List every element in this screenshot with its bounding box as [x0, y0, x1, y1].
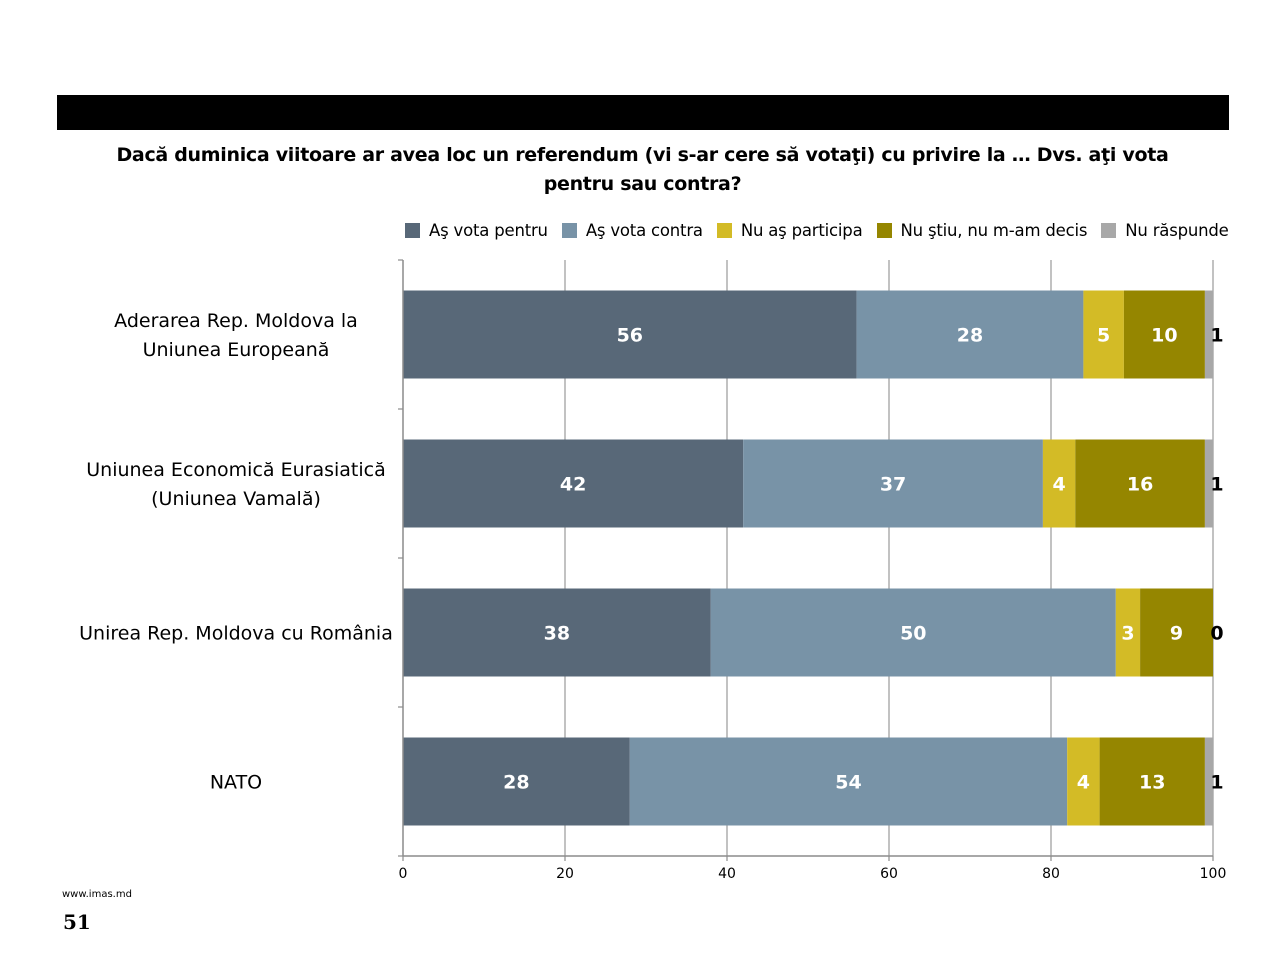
legend-swatch [561, 222, 577, 238]
bar-segment [856, 290, 1084, 379]
bar-segment [1204, 290, 1213, 379]
category-label: Unirea Rep. Moldova cu România [79, 623, 393, 645]
data-label: 13 [1139, 772, 1165, 794]
bar-segment [403, 737, 630, 826]
data-label: 9 [1170, 623, 1183, 645]
data-label: 42 [560, 474, 586, 496]
category-label: Uniunea Europeană [143, 339, 330, 361]
data-label: 1 [1210, 325, 1223, 347]
bar-segment [403, 588, 711, 677]
x-tick-label: 40 [718, 866, 736, 882]
bar-segment [1099, 737, 1205, 826]
legend-swatch [716, 222, 732, 238]
bar-segment [1115, 588, 1141, 677]
bar-segment [1204, 439, 1213, 528]
bar-segment [710, 588, 1116, 677]
bar-segment [1123, 290, 1205, 379]
data-label: 1 [1210, 772, 1223, 794]
bar-segment [1204, 737, 1213, 826]
data-label: 4 [1077, 772, 1090, 794]
header-bar [57, 95, 1229, 130]
data-label: 28 [503, 772, 529, 794]
x-tick-label: 100 [1200, 866, 1227, 882]
data-label: 10 [1151, 325, 1177, 347]
legend-item-as-vota-contra: Aş vota contra [561, 220, 703, 240]
page-number: 51 [63, 910, 91, 934]
x-tick-label: 0 [399, 866, 408, 882]
legend-item-as-vota-pentru: Aş vota pentru [405, 221, 548, 240]
bar-segment [1140, 588, 1213, 677]
chart-legend: Aş vota pentru Aş vota contra Nu aş part… [405, 218, 1229, 242]
data-label: 5 [1097, 325, 1110, 347]
legend-item-nu-raspunde: Nu răspunde [1101, 220, 1229, 240]
x-tick-label: 80 [1042, 866, 1060, 882]
bar-segment [403, 290, 857, 379]
bar-segment [1042, 439, 1076, 528]
legend-swatch [876, 222, 892, 238]
legend-label: Aş vota contra [585, 220, 703, 240]
data-label: 4 [1052, 474, 1065, 496]
data-label: 54 [835, 772, 861, 794]
legend-label: Aş vota pentru [429, 220, 548, 240]
bar-segment [629, 737, 1068, 826]
legend-item-nu-as-participa: Nu aş participa [716, 220, 863, 240]
category-label: NATO [210, 772, 262, 794]
category-label: (Uniunea Vamală) [151, 488, 321, 510]
legend-swatch [405, 222, 420, 238]
bar-segment [403, 439, 744, 528]
legend-swatch [1101, 222, 1117, 238]
bar-segment [743, 439, 1043, 528]
footer-url: www.imas.md [62, 889, 132, 900]
legend-label: Nu ştiu, nu m-am decis [900, 220, 1088, 240]
x-tick-label: 20 [556, 866, 574, 882]
data-label: 38 [544, 623, 570, 645]
data-label: 37 [880, 474, 906, 496]
category-label: Aderarea Rep. Moldova la [114, 310, 358, 332]
data-label: 16 [1127, 474, 1153, 496]
chart-title-line-2: pentru sau contra? [543, 173, 742, 195]
x-tick-label: 60 [880, 866, 898, 882]
data-label: 50 [900, 623, 926, 645]
chart-title: Dacă duminica viitoare ar avea loc un re… [100, 141, 1185, 199]
bar-segment [1067, 737, 1100, 826]
bar-segment [1083, 290, 1124, 379]
data-label: 1 [1210, 474, 1223, 496]
data-label: 56 [617, 325, 643, 347]
data-label: 0 [1210, 623, 1223, 645]
legend-label: Nu aş participa [740, 220, 863, 240]
data-label: 28 [957, 325, 983, 347]
legend-item-nu-stiu: Nu ştiu, nu m-am decis [876, 220, 1088, 240]
category-label: Uniunea Economică Eurasiatică [86, 459, 385, 481]
chart-title-line-1: Dacă duminica viitoare ar avea loc un re… [116, 144, 1169, 166]
bar-segment [1075, 439, 1205, 528]
data-label: 3 [1121, 623, 1134, 645]
legend-label: Nu răspunde [1125, 220, 1229, 240]
